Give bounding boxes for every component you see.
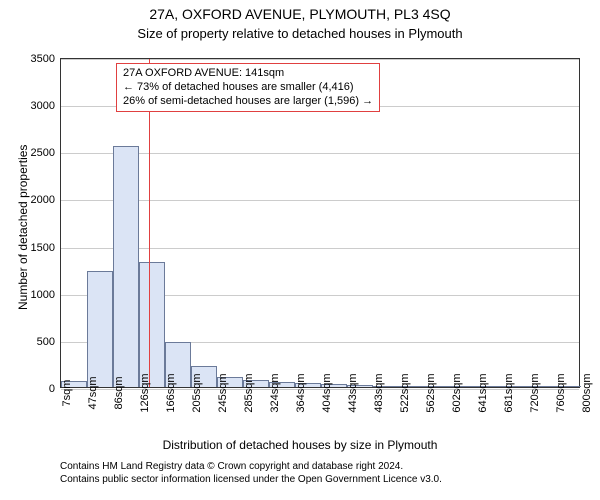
y-tick-label: 1000 xyxy=(31,289,55,301)
y-tick-label: 2500 xyxy=(31,147,55,159)
y-tick-label: 2000 xyxy=(31,194,55,206)
histogram-bar xyxy=(87,271,113,387)
x-tick-label: 720sqm xyxy=(529,373,541,412)
x-tick-label: 443sqm xyxy=(347,373,359,412)
x-tick-label: 562sqm xyxy=(425,373,437,412)
y-axis-label: Number of detached properties xyxy=(16,145,30,310)
gridline xyxy=(61,59,579,60)
y-tick-label: 3500 xyxy=(31,53,55,65)
x-axis-label: Distribution of detached houses by size … xyxy=(0,438,600,452)
plot-area: 05001000150020002500300035007sqm47sqm86s… xyxy=(60,58,580,388)
x-tick-label: 602sqm xyxy=(451,373,463,412)
x-tick-label: 166sqm xyxy=(165,373,177,412)
footer-line-1: Contains HM Land Registry data © Crown c… xyxy=(60,460,442,473)
info-box-line: 27A OXFORD AVENUE: 141sqm xyxy=(123,67,373,81)
x-tick-label: 760sqm xyxy=(555,373,567,412)
histogram-bar xyxy=(113,146,139,387)
x-tick-label: 7sqm xyxy=(61,380,73,407)
x-tick-label: 404sqm xyxy=(321,373,333,412)
x-tick-label: 86sqm xyxy=(113,376,125,409)
x-tick-label: 47sqm xyxy=(87,376,99,409)
y-tick-label: 500 xyxy=(37,336,55,348)
x-tick-label: 126sqm xyxy=(139,373,151,412)
property-info-box: 27A OXFORD AVENUE: 141sqm← 73% of detach… xyxy=(116,63,380,112)
footer-line-2: Contains public sector information licen… xyxy=(60,473,442,486)
chart-title: 27A, OXFORD AVENUE, PLYMOUTH, PL3 4SQ xyxy=(0,6,600,22)
x-tick-label: 245sqm xyxy=(217,373,229,412)
x-tick-label: 681sqm xyxy=(503,373,515,412)
property-size-chart: 27A, OXFORD AVENUE, PLYMOUTH, PL3 4SQ Si… xyxy=(0,0,600,500)
x-tick-label: 364sqm xyxy=(295,373,307,412)
x-tick-label: 800sqm xyxy=(581,373,593,412)
y-tick-label: 3000 xyxy=(31,100,55,112)
x-tick-label: 324sqm xyxy=(269,373,281,412)
x-tick-label: 205sqm xyxy=(191,373,203,412)
info-box-line: ← 73% of detached houses are smaller (4,… xyxy=(123,81,373,95)
x-tick-label: 483sqm xyxy=(373,373,385,412)
y-tick-label: 1500 xyxy=(31,242,55,254)
x-tick-label: 285sqm xyxy=(243,373,255,412)
x-tick-label: 641sqm xyxy=(477,373,489,412)
info-box-line: 26% of semi-detached houses are larger (… xyxy=(123,95,373,109)
chart-footer: Contains HM Land Registry data © Crown c… xyxy=(60,460,442,486)
histogram-bar xyxy=(139,262,165,387)
x-tick-label: 522sqm xyxy=(399,373,411,412)
chart-subtitle: Size of property relative to detached ho… xyxy=(0,26,600,41)
y-tick-label: 0 xyxy=(49,383,55,395)
